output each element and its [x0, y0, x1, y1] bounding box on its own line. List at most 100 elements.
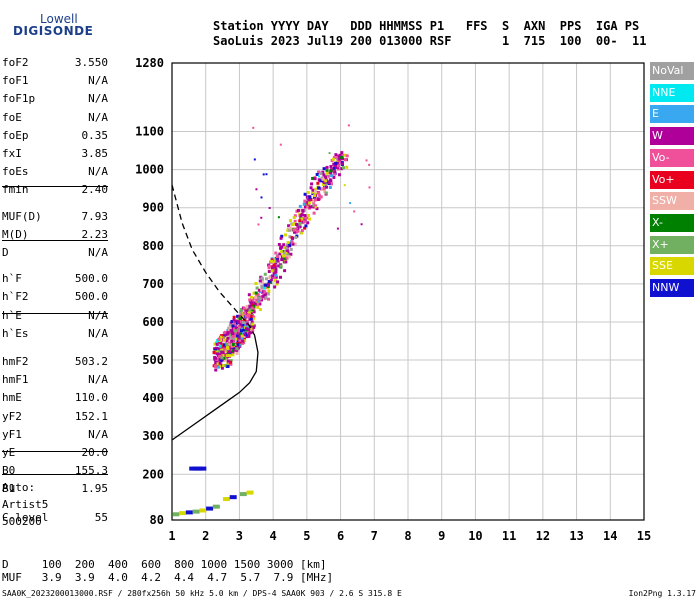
echo-point — [248, 331, 252, 335]
echo-point — [249, 317, 253, 321]
echo-point — [222, 334, 226, 338]
param-row-foes: foEs N/A — [2, 165, 108, 183]
separator — [2, 186, 108, 187]
echo-point — [241, 331, 245, 335]
echo-point — [231, 335, 235, 339]
param-value: 7.93 — [81, 209, 109, 223]
echo-point — [255, 296, 259, 300]
param-label: foF1p — [2, 92, 36, 106]
echo-point — [233, 324, 237, 328]
param-value: 500.0 — [74, 290, 108, 304]
y-tick-label: 300 — [142, 429, 164, 443]
es-echo-point — [239, 492, 247, 497]
echo-point — [256, 305, 260, 309]
echo-point — [222, 338, 226, 342]
echo-point — [214, 368, 218, 372]
echo-point — [240, 325, 244, 329]
echo-point — [228, 338, 232, 342]
echo-point — [224, 330, 228, 334]
echo-point — [303, 213, 307, 217]
echo-point — [225, 354, 229, 358]
echo-point — [271, 274, 275, 278]
echo-point — [286, 252, 290, 256]
es-echo-point — [229, 495, 237, 500]
echo-point — [242, 323, 246, 327]
echo-point — [258, 308, 262, 312]
echo-point — [242, 307, 246, 311]
echo-point — [273, 259, 277, 263]
echo-point — [324, 183, 328, 187]
echo-point — [236, 314, 240, 318]
echo-point — [261, 294, 265, 298]
echo-point — [333, 163, 337, 167]
echo-point — [340, 155, 344, 159]
echo-point — [270, 258, 274, 262]
param-label: B1 — [2, 482, 16, 496]
echo-point — [230, 330, 234, 334]
legend-item-sse: SSE — [650, 257, 694, 276]
echo-point — [332, 175, 336, 179]
param-value: N/A — [88, 427, 108, 441]
echo-point — [295, 222, 299, 226]
echo-point — [293, 222, 297, 226]
param-value: N/A — [88, 246, 108, 259]
echo-point — [278, 252, 282, 256]
echo-point — [247, 311, 251, 315]
echo-point — [279, 143, 282, 146]
echo-point — [260, 286, 264, 290]
x-tick-label: 1 — [168, 529, 175, 543]
echo-point — [306, 213, 310, 217]
echo-point — [313, 177, 317, 181]
x-tick-label: 11 — [502, 529, 516, 543]
y-tick-label: 800 — [142, 239, 164, 253]
echo-point — [302, 202, 306, 206]
separator — [2, 474, 108, 475]
param-value: 55 — [94, 510, 108, 524]
echo-point — [253, 158, 256, 161]
echo-point — [252, 291, 256, 295]
echo-point — [309, 197, 313, 201]
echo-point — [257, 223, 260, 226]
echo-point — [360, 223, 363, 226]
param-row-foep: foEp 0.35 — [2, 129, 108, 147]
echo-point — [250, 311, 254, 315]
echo-point — [260, 281, 264, 285]
echo-point — [300, 229, 304, 233]
echo-point — [238, 314, 242, 318]
echo-point — [267, 279, 271, 283]
separator — [2, 313, 108, 314]
echo-point — [260, 216, 263, 219]
param-value: 3.550 — [74, 56, 108, 69]
x-tick-label: 2 — [202, 529, 209, 543]
echo-point — [236, 328, 240, 332]
echo-point — [213, 365, 217, 369]
echo-point — [230, 344, 234, 348]
echo-point — [345, 154, 349, 158]
echo-point — [282, 254, 286, 258]
echo-point — [271, 266, 275, 270]
x-tick-label: 8 — [404, 529, 411, 543]
echo-point — [242, 333, 246, 337]
param-value: 503.2 — [74, 355, 108, 368]
echo-point — [254, 282, 258, 286]
param-row-hf: h`F 500.0 — [2, 272, 108, 290]
param-row-clevel: C-level 55 — [2, 511, 108, 529]
x-tick-label: 4 — [270, 529, 277, 543]
echo-point — [330, 174, 334, 178]
echo-point — [244, 327, 248, 331]
echo-point — [229, 333, 233, 337]
echo-point — [288, 228, 292, 232]
param-value: 3.85 — [81, 147, 109, 160]
legend-item-x: X+ — [650, 235, 694, 254]
echo-point — [266, 292, 270, 296]
echo-point — [229, 321, 233, 325]
echo-point — [252, 324, 256, 328]
echo-point — [279, 275, 283, 279]
echo-point — [329, 182, 333, 186]
legend-item-noval: NoVal — [650, 62, 694, 80]
es-echo-point — [199, 508, 207, 513]
echo-point — [222, 356, 226, 360]
echo-point — [306, 190, 310, 194]
echo-point — [343, 184, 346, 187]
echo-point — [274, 273, 278, 277]
